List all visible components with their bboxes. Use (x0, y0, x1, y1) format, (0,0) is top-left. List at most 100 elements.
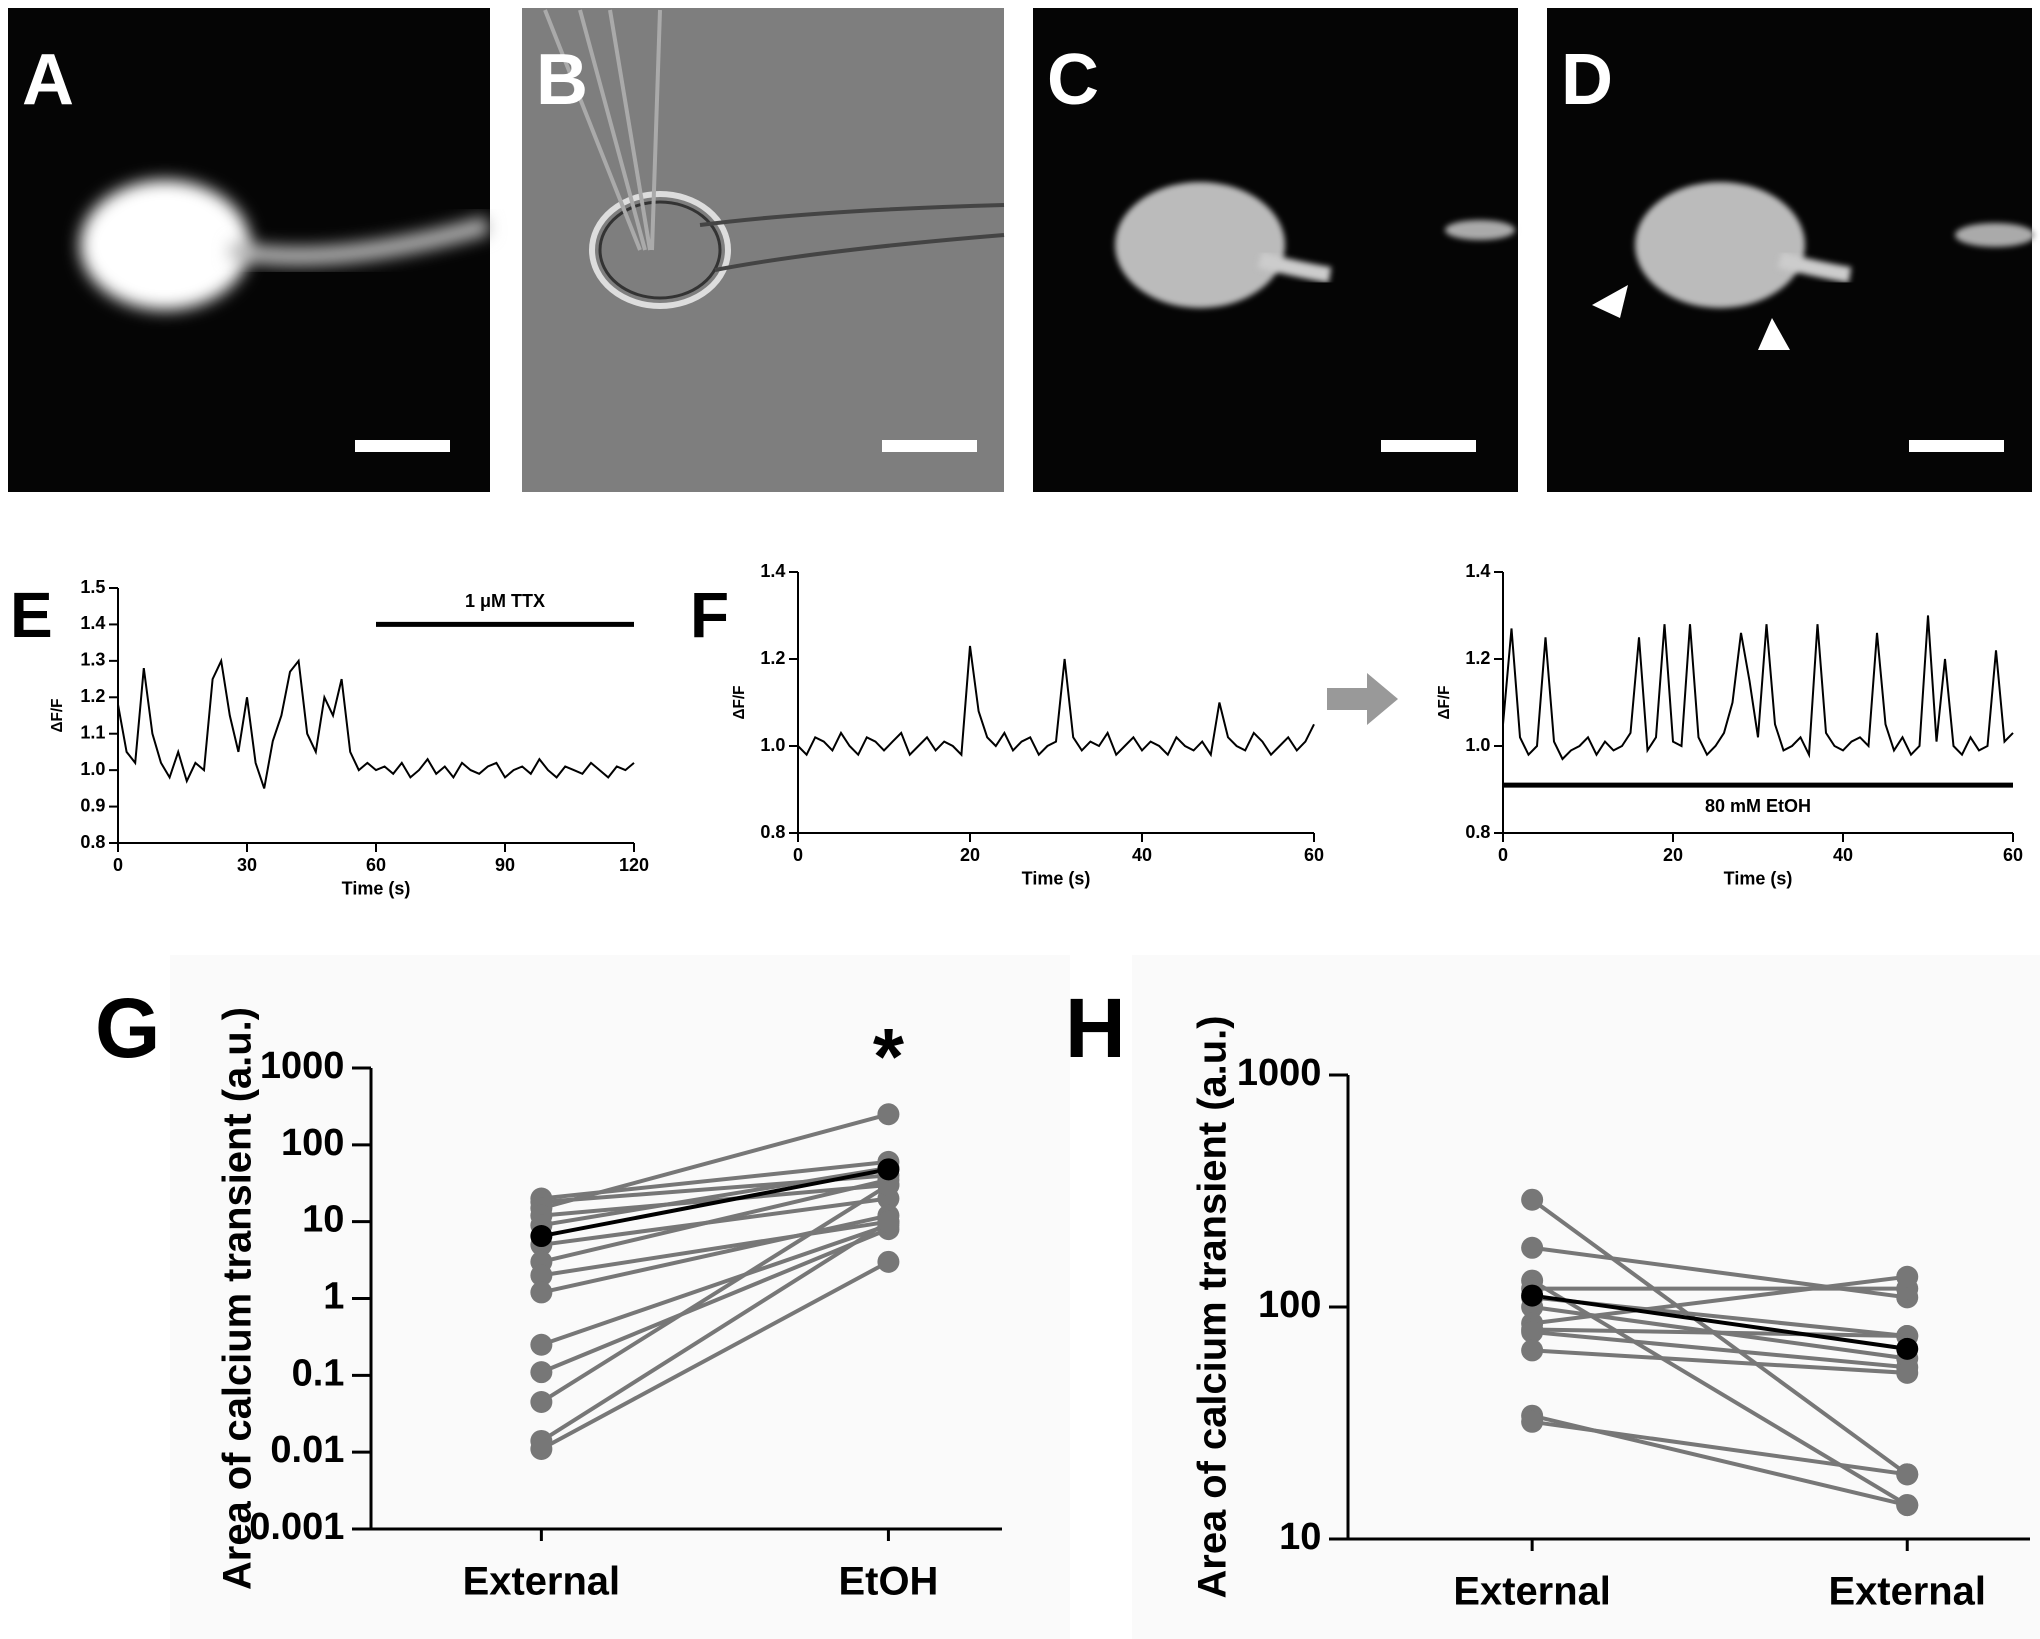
panel-letter: G (95, 981, 160, 1075)
pair-line (541, 1183, 889, 1218)
y-tick-label: 0.8 (80, 832, 105, 852)
y-tick-label: 1000 (1237, 1052, 1322, 1094)
panel-letter: C (1047, 40, 1099, 120)
trace (117, 657, 635, 789)
annotation: 1 μM TTX (465, 591, 545, 611)
annotation: 80 mM EtOH (1705, 796, 1811, 816)
x-tick-label: 0 (1498, 845, 1508, 865)
y-tick-label: 1.0 (1465, 735, 1490, 755)
x-tick-label: 0 (793, 845, 803, 865)
point (530, 1264, 553, 1287)
y-axis-label: ΔF/F (731, 686, 748, 720)
y-tick-label: 0.8 (1465, 822, 1490, 842)
y-tick-label: 1 (323, 1276, 344, 1318)
y-tick-label: 1.1 (80, 722, 105, 742)
point (877, 1158, 900, 1181)
x-axis-label: Time (s) (1022, 869, 1091, 889)
point (530, 1281, 553, 1304)
point (530, 1361, 553, 1384)
y-axis-label: ΔF/F (49, 699, 66, 733)
point (1896, 1361, 1919, 1384)
y-tick-label: 1.0 (760, 735, 785, 755)
pair-line (1530, 1198, 1909, 1476)
panel-bg (170, 955, 1070, 1639)
y-axis-label: Area of calcium transient (a.u.) (1191, 1016, 1235, 1599)
x-tick-label: 40 (1132, 845, 1152, 865)
pair-line (540, 1183, 890, 1404)
point (1521, 1339, 1544, 1362)
point (1521, 1321, 1544, 1344)
micrograph-a: A (8, 8, 491, 492)
y-axis-label: ΔF/F (1436, 686, 1453, 720)
y-tick-label: 1.2 (760, 648, 785, 668)
y-tick-label: 0.8 (760, 822, 785, 842)
micrograph-b: B (522, 8, 1005, 492)
pair-line (1531, 1293, 1908, 1351)
y-tick-label: 100 (1258, 1284, 1321, 1326)
panel-letter: D (1561, 40, 1613, 120)
x-tick-label: 90 (495, 855, 515, 875)
annotation: * (873, 1012, 905, 1101)
arrow (1327, 673, 1398, 725)
y-tick-label: 10 (302, 1199, 344, 1241)
x-tick-label: EtOH (839, 1560, 939, 1604)
x-tick-label: 20 (960, 845, 980, 865)
micrograph-d: D (1547, 8, 2035, 492)
pair-line (540, 1167, 889, 1239)
pair-line (1531, 1278, 1909, 1507)
pair-line (1532, 1327, 1908, 1338)
y-tick-label: 10 (1279, 1516, 1321, 1558)
x-tick-label: 60 (2003, 845, 2023, 865)
x-tick-label: 30 (237, 855, 257, 875)
panel-letter: A (22, 40, 74, 120)
y-tick-label: 1.5 (80, 577, 105, 597)
x-tick-label: 60 (1304, 845, 1324, 865)
point (877, 1174, 900, 1197)
pair-line (540, 1112, 889, 1211)
x-tick-label: External (1453, 1570, 1610, 1614)
point (1896, 1463, 1919, 1486)
x-tick-label: 120 (619, 855, 649, 875)
y-tick-label: 1.2 (80, 686, 105, 706)
panel-letter: E (10, 579, 53, 651)
point (530, 1225, 553, 1248)
pair-line (541, 1165, 889, 1228)
y-tick-label: 1.4 (1465, 561, 1490, 581)
point (1521, 1284, 1544, 1307)
y-tick-label: 0.001 (249, 1506, 344, 1548)
pair-line (1531, 1330, 1908, 1370)
point (877, 1250, 900, 1273)
y-tick-label: 100 (281, 1122, 344, 1164)
point (530, 1390, 553, 1413)
panel-bg (1132, 955, 2040, 1639)
y-tick-label: 1.3 (80, 650, 105, 670)
pair-line (540, 1223, 890, 1347)
x-tick-label: 20 (1663, 845, 1683, 865)
micrograph-c: C (1033, 8, 1518, 492)
pair-line (540, 1213, 889, 1295)
panel-letter: B (536, 40, 588, 120)
x-tick-label: 0 (113, 855, 123, 875)
trace (797, 645, 1315, 758)
y-tick-label: 1.0 (80, 759, 105, 779)
point (1896, 1265, 1919, 1288)
x-tick-label: 60 (366, 855, 386, 875)
x-axis-label: Time (s) (342, 879, 411, 899)
pair-line (1532, 1348, 1908, 1375)
y-tick-label: 0.01 (270, 1429, 344, 1471)
point (1896, 1494, 1919, 1517)
panel-letter: F (690, 579, 729, 651)
point (1896, 1337, 1919, 1360)
point (530, 1333, 553, 1356)
x-axis-label: Time (s) (1724, 869, 1793, 889)
y-axis-label: Area of calcium transient (a.u.) (216, 1007, 260, 1590)
y-tick-label: 0.1 (292, 1352, 345, 1394)
x-tick-label: 40 (1833, 845, 1853, 865)
pair-line (540, 1227, 890, 1374)
pair-line (540, 1177, 889, 1264)
point (877, 1210, 900, 1233)
pair-line (540, 1219, 890, 1443)
y-tick-label: 1000 (260, 1045, 345, 1087)
point (1521, 1236, 1544, 1259)
y-tick-label: 0.9 (80, 795, 105, 815)
